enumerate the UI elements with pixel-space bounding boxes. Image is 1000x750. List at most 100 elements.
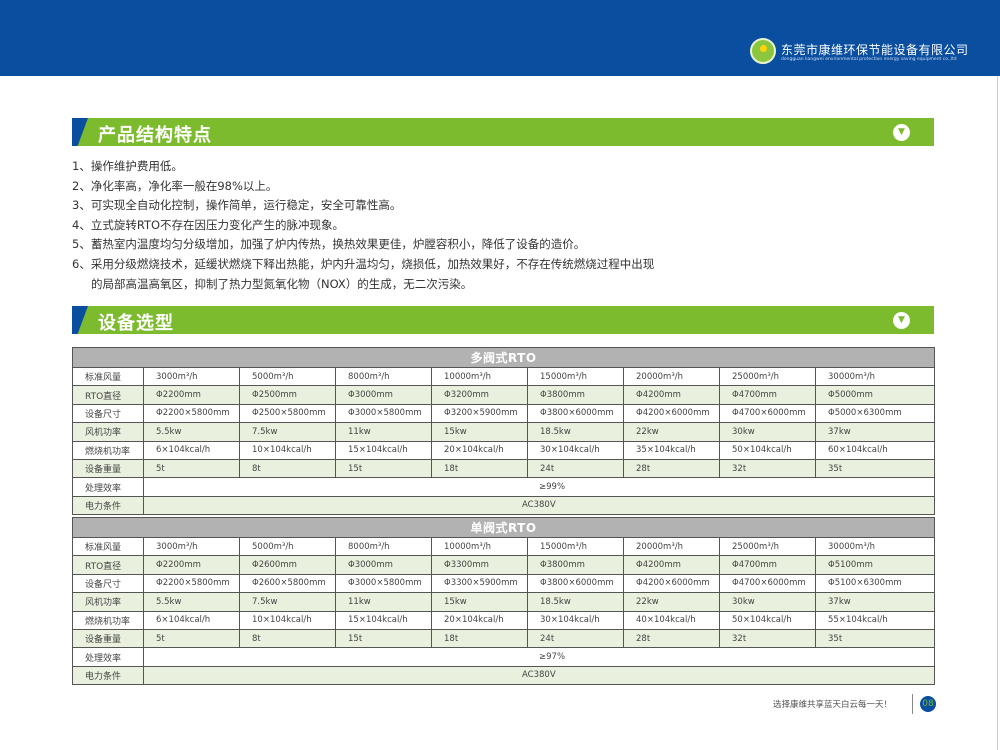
table-cell: Φ2500×5800mm: [239, 403, 336, 424]
row-label: 燃烧机功率: [72, 440, 144, 460]
table-cell: 24t: [527, 458, 624, 479]
table-cell: 35t: [814, 458, 936, 479]
table-cell: Φ3300×5900mm: [431, 573, 528, 594]
table-cell: 30×104kcal/h: [527, 440, 624, 460]
table-cell: Φ5100mm: [814, 555, 936, 575]
table-cell: Φ3800mm: [527, 385, 624, 405]
table-row: 处理效率 ≥99%: [72, 477, 936, 497]
table-cell: Φ5000mm: [814, 385, 936, 405]
feature-item: 1、操作维护费用低。: [72, 159, 183, 173]
table-cell: 20×104kcal/h: [431, 440, 528, 460]
table-cell: Φ5100×6300mm: [814, 573, 936, 594]
row-label: 设备重量: [72, 628, 144, 649]
row-label: 电力条件: [72, 665, 144, 686]
table-cell: 40×104kcal/h: [623, 610, 720, 630]
table-row: 标准风量 3000m³/h 5000m³/h 8000m³/h 10000m³/h 150…: [72, 536, 936, 557]
table-cell: 50×104kcal/h: [719, 440, 816, 460]
table-cell: Φ2600mm: [239, 555, 336, 575]
table-row: 燃烧机功率 6×104kcal/h 10×104kcal/h 15×104kcal/h…: [72, 610, 936, 630]
table-cell: 15×104kcal/h: [335, 440, 432, 460]
table-cell: Φ3000mm: [335, 385, 432, 405]
chevron-down-circle-icon[interactable]: ▼: [893, 312, 910, 329]
table-cell: 3000m³/h: [143, 536, 240, 557]
row-label: 设备尺寸: [72, 403, 144, 424]
feature-item: 6、采用分级燃烧技术，延缓状燃烧下释出热能，炉内升温均匀，烧损低，加热效果好，不…: [72, 256, 655, 271]
table-cell: Φ4700×6000mm: [719, 573, 816, 594]
table-cell: Φ2200mm: [143, 385, 240, 405]
table-row: 设备重量 5t 8t 15t 18t 24t 28t 32t 35t: [72, 458, 936, 479]
table-cell: 3000m³/h: [143, 366, 240, 387]
table-cell: 37kw: [814, 422, 936, 442]
row-label: 设备尺寸: [72, 573, 144, 594]
table-cell: Φ2200×5800mm: [143, 573, 240, 594]
table-cell: Φ3800×6000mm: [527, 573, 624, 594]
table-cell: 15×104kcal/h: [335, 610, 432, 630]
table-cell: 24t: [527, 628, 624, 649]
table-cell: 32t: [719, 458, 816, 479]
table-cell: 10000m³/h: [431, 366, 528, 387]
table-cell: 18t: [431, 458, 528, 479]
table-cell: 20×104kcal/h: [431, 610, 528, 630]
table-cell: Φ3300mm: [431, 555, 528, 575]
table-cell: 28t: [623, 628, 720, 649]
table-row: 处理效率 ≥97%: [72, 647, 936, 667]
table-cell: 8t: [239, 458, 336, 479]
table-cell: 35×104kcal/h: [623, 440, 720, 460]
table-cell: 8t: [239, 628, 336, 649]
table-cell: Φ4700mm: [719, 555, 816, 575]
table-cell: 25000m³/h: [719, 536, 816, 557]
table-row: 电力条件 AC380V: [72, 495, 936, 516]
table-row: 燃烧机功率 6×104kcal/h 10×104kcal/h 15×104kcal/h…: [72, 440, 936, 460]
section-header-features: 产品结构特点 ▼: [72, 118, 934, 146]
table-cell: 20000m³/h: [623, 366, 720, 387]
table-title: 多阀式RTO: [71, 347, 936, 368]
table-cell: 22kw: [623, 592, 720, 612]
feature-item: 4、立式旋转RTO不存在因压力变化产生的脉冲现象。: [72, 217, 345, 232]
row-label: 风机功率: [72, 422, 144, 442]
chevron-down-circle-icon[interactable]: ▼: [893, 124, 910, 141]
table-cell: 15t: [335, 628, 432, 649]
table-cell: 6×104kcal/h: [143, 610, 240, 630]
row-label: 处理效率: [72, 647, 144, 667]
feature-item: 2、净化率高，净化率一般在98%以上。: [72, 178, 278, 193]
table-cell: 22kw: [623, 422, 720, 442]
table-cell: 30kw: [719, 592, 816, 612]
section-title: 设备选型: [98, 313, 174, 334]
table-row: 设备尺寸 Φ2200×5800mm Φ2600×5800mm Φ3000×5800mm…: [72, 573, 936, 594]
table-cell: ≥97%: [142, 647, 936, 667]
table-cell: 15t: [335, 458, 432, 479]
section-header-selection: 设备选型 ▼: [72, 306, 934, 334]
table-cell: 5000m³/h: [239, 536, 336, 557]
table-cell: 15kw: [431, 422, 528, 442]
table-cell: Φ3200×5900mm: [431, 403, 528, 424]
table-cell: 30×104kcal/h: [527, 610, 624, 630]
section-stripe: [72, 306, 88, 334]
row-label: RTO直径: [72, 555, 144, 575]
row-label: 处理效率: [72, 477, 144, 497]
feature-list: 1、操作维护费用低。 2、净化率高，净化率一般在98%以上。 3、可实现全自动化…: [72, 157, 654, 294]
table-cell: 20000m³/h: [623, 536, 720, 557]
table-cell: 18.5kw: [527, 422, 624, 442]
table-cell: Φ3000×5800mm: [335, 573, 432, 594]
table-cell: Φ2200×5800mm: [143, 403, 240, 424]
table-cell: 7.5kw: [239, 592, 336, 612]
table-row: 设备重量 5t 8t 15t 18t 24t 28t 32t 35t: [72, 628, 936, 649]
table-cell: 28t: [623, 458, 720, 479]
table-cell: Φ4200×6000mm: [623, 573, 720, 594]
spec-table-multi-valve: 多阀式RTO 标准风量 3000m³/h 5000m³/h 8000m³/h 10000m…: [71, 347, 936, 516]
row-label: 标准风量: [72, 536, 144, 557]
table-cell: 55×104kcal/h: [814, 610, 936, 630]
row-label: 燃烧机功率: [72, 610, 144, 630]
table-cell: 50×104kcal/h: [719, 610, 816, 630]
table-cell: 32t: [719, 628, 816, 649]
table-title: 单阀式RTO: [71, 517, 936, 538]
table-row: 风机功率 5.5kw 7.5kw 11kw 15kw 18.5kw 22kw 30kw 37kw: [72, 422, 936, 442]
table-cell: 7.5kw: [239, 422, 336, 442]
section-title: 产品结构特点: [98, 125, 212, 146]
feature-item-continued: 的局部高温高氧区，抑制了热力型氮氧化物（NOX）的生成，无二次污染。: [91, 276, 473, 291]
table-cell: 5.5kw: [143, 592, 240, 612]
table-cell: AC380V: [142, 495, 936, 516]
table-cell: Φ5000×6300mm: [814, 403, 936, 424]
page-header: 东莞市康维环保节能设备有限公司 dongguan kangwei environ…: [0, 0, 1000, 76]
table-cell: Φ4700mm: [719, 385, 816, 405]
